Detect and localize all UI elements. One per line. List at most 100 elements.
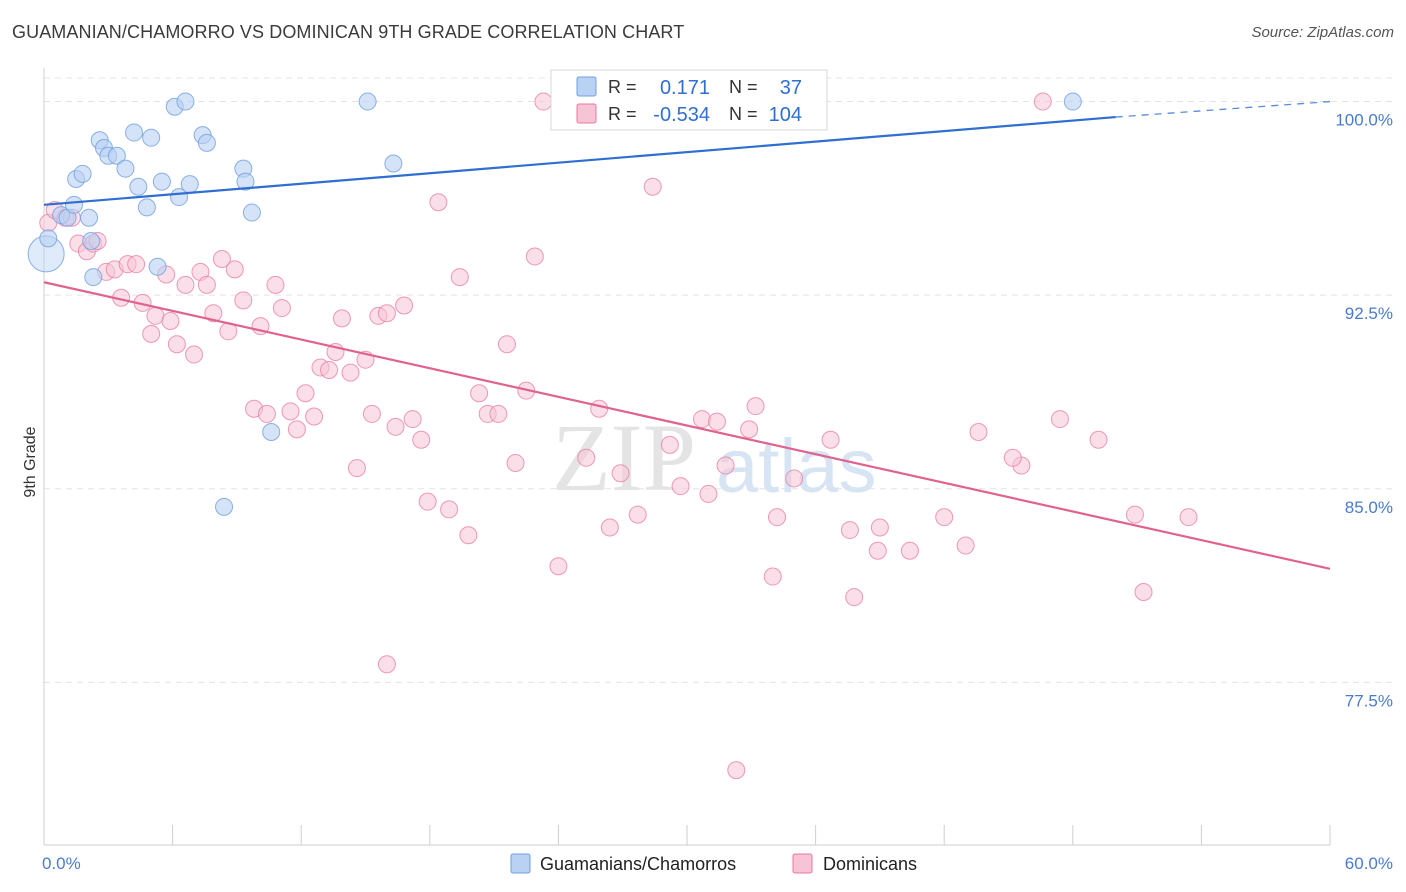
guamanian-point <box>384 154 403 173</box>
dominican-point <box>969 422 988 441</box>
dominican-point <box>1003 448 1022 467</box>
dominican-point <box>142 324 161 343</box>
dominican-point <box>699 484 718 503</box>
dominican-point <box>377 655 396 674</box>
guamanian-point <box>73 164 92 183</box>
dominican-point <box>506 453 525 472</box>
dominican-point <box>440 500 459 519</box>
guamanian-point <box>142 128 161 147</box>
guamanian-point <box>137 198 156 217</box>
guamanian-point <box>152 172 171 191</box>
guamanian-point <box>82 231 101 250</box>
dominican-point <box>708 412 727 431</box>
dominican-point <box>671 477 690 496</box>
bottom-legend-swatch-blue <box>510 853 531 874</box>
dominican-point <box>287 420 306 439</box>
dominican-point <box>660 435 679 454</box>
guamanian-point <box>197 133 216 152</box>
dominican-point <box>429 193 448 212</box>
dominican-point <box>845 588 864 607</box>
guamanian-point <box>215 497 234 516</box>
dominican-point <box>935 508 954 527</box>
guamanian-point <box>125 123 144 142</box>
dominican-point <box>450 268 469 287</box>
x-axis-ticks <box>43 825 1331 845</box>
bottom-legend: Guamanians/Chamorros Dominicans <box>510 853 917 874</box>
source-label: Source: ZipAtlas.com <box>1251 24 1394 41</box>
guamanian-point <box>129 177 148 196</box>
bottom-legend-swatch-pink <box>792 853 813 874</box>
dominican-point <box>395 296 414 315</box>
legend-r-value-2: -0.534 <box>653 104 710 126</box>
chart-title: GUAMANIAN/CHAMORRO VS DOMINICAN 9TH GRAD… <box>12 22 685 42</box>
dominican-point <box>266 275 285 294</box>
legend-r-label-2: R = <box>608 104 637 124</box>
dominican-point <box>176 275 195 294</box>
dominican-point <box>204 304 223 323</box>
dominican-point <box>870 518 889 537</box>
dominican-point <box>1050 410 1069 429</box>
guamanian-point <box>242 203 261 222</box>
x-tick-label-min: 0.0% <box>42 854 81 873</box>
dominican-point <box>840 521 859 540</box>
dominican-point <box>693 410 712 429</box>
dominican-point <box>418 492 437 511</box>
legend-n-value-1: 37 <box>780 77 802 99</box>
legend-n-value-2: 104 <box>769 104 802 126</box>
guamanian-point <box>180 175 199 194</box>
dominican-point <box>716 456 735 475</box>
guamanian-point <box>84 268 103 287</box>
legend-n-label-1: N = <box>729 77 758 97</box>
dominican-point <box>628 505 647 524</box>
dominican-point <box>470 384 489 403</box>
dominican-point <box>1134 583 1153 602</box>
dominican-point <box>332 309 351 328</box>
dominican-point <box>497 335 516 354</box>
dominican-point <box>212 250 231 269</box>
legend-r-value-1: 0.171 <box>660 77 710 99</box>
dominican-point <box>146 306 165 325</box>
dominican-point <box>225 260 244 279</box>
dominican-point <box>185 345 204 364</box>
dominican-point <box>362 404 381 423</box>
dominican-point <box>341 363 360 382</box>
dominican-point <box>347 459 366 478</box>
legend-r-label-1: R = <box>608 77 637 97</box>
guamanian-trend-line <box>43 115 1116 206</box>
dominican-point <box>1089 430 1108 449</box>
dominican-point <box>900 541 919 560</box>
dominican-point <box>234 291 253 310</box>
dominican-point <box>600 518 619 537</box>
y-tick-label: 85.0% <box>1345 498 1393 517</box>
dominican-point <box>611 464 630 483</box>
dominican-point <box>740 420 759 439</box>
dominican-point <box>167 335 186 354</box>
trend-lines <box>43 100 1331 570</box>
guamanian-point <box>262 422 281 441</box>
correlation-legend: R = 0.171 N = 37 R = -0.534 N = 104 <box>550 69 828 131</box>
dominican-point <box>590 399 609 418</box>
legend-swatch-blue <box>576 76 597 97</box>
dominican-point <box>1033 92 1052 111</box>
dominican-point <box>127 255 146 274</box>
guamanian-point <box>358 92 377 111</box>
dominican-point <box>489 404 508 423</box>
dominican-point <box>257 404 276 423</box>
dominican-point <box>403 410 422 429</box>
guamanian-point <box>148 257 167 276</box>
dominican-point <box>377 304 396 323</box>
y-tick-label: 100.0% <box>1335 111 1393 130</box>
y-tick-label: 77.5% <box>1345 691 1393 710</box>
dominican-point <box>525 247 544 266</box>
dominican-point <box>161 311 180 330</box>
guamanians-points <box>27 92 1082 516</box>
legend-swatch-pink <box>576 103 597 124</box>
watermark-zip: ZIP <box>552 404 696 511</box>
guamanian-point <box>107 146 126 165</box>
y-tick-labels: 77.5% 85.0% 92.5% 100.0% <box>1335 111 1393 711</box>
dominican-point <box>305 407 324 426</box>
dominican-point <box>956 536 975 555</box>
dominican-point <box>281 402 300 421</box>
bottom-legend-label-dominicans: Dominicans <box>823 854 917 874</box>
